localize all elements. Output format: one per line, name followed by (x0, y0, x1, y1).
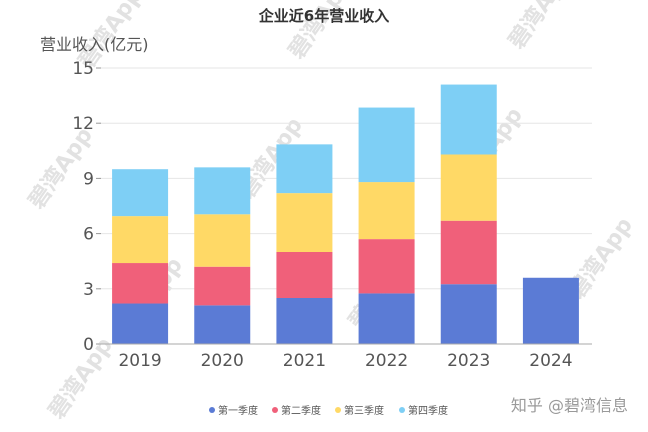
bar-2019-第二季度 (112, 263, 169, 304)
y-tick-label: 12 (72, 114, 94, 134)
y-axis-label: 营业收入(亿元) (40, 35, 149, 54)
bar-2021-第二季度 (276, 252, 333, 298)
bar-2020-第三季度 (194, 214, 251, 267)
x-tick-label: 2019 (118, 351, 161, 371)
bar-2023-第二季度 (440, 220, 497, 285)
y-tick-label: 0 (83, 335, 94, 355)
axes: 0 3 6 9 12 15 2019 2020 2021 2022 2023 2024 (72, 59, 592, 371)
x-tick-label: 2020 (201, 351, 244, 371)
x-tick-label: 2024 (529, 351, 572, 371)
bar-2020-第一季度 (194, 305, 251, 344)
y-tick-label: 3 (83, 280, 94, 300)
bar-2022-第二季度 (358, 239, 415, 294)
bar-2023-第一季度 (440, 284, 497, 344)
legend-item[interactable]: 第四季度 (399, 404, 448, 417)
bar-2022-第一季度 (358, 293, 415, 344)
grid-lines (99, 67, 592, 290)
bar-2020-第二季度 (194, 266, 251, 306)
legend-label: 第二季度 (281, 404, 321, 417)
legend-label: 第三季度 (344, 404, 384, 417)
legend-item[interactable]: 第一季度 (209, 404, 258, 417)
bar-2021-第一季度 (276, 298, 333, 344)
bar-2021-第三季度 (276, 193, 333, 252)
watermark-text: 碧湾App (43, 333, 118, 425)
bar-2022-第三季度 (358, 182, 415, 240)
legend-item[interactable]: 第二季度 (272, 404, 321, 417)
legend: 第一季度 第二季度 第三季度 第四季度 (209, 404, 448, 417)
legend-item[interactable]: 第三季度 (335, 404, 384, 417)
bar-2023-第四季度 (440, 84, 497, 155)
bar-2019-第一季度 (112, 303, 169, 344)
x-tick-label: 2021 (283, 351, 326, 371)
y-tick-label: 15 (72, 59, 94, 79)
legend-marker (335, 407, 341, 413)
bar-2019-第四季度 (112, 169, 169, 217)
bar-2020-第四季度 (194, 167, 251, 215)
bar-2022-第四季度 (358, 107, 415, 183)
chart-title: 企业近6年营业收入 (258, 7, 389, 25)
y-tick-label: 6 (83, 225, 94, 245)
bar-2019-第三季度 (112, 216, 169, 264)
legend-marker (209, 407, 215, 413)
x-tick-label: 2023 (447, 351, 490, 371)
bar-2023-第三季度 (440, 154, 497, 221)
x-tick-label: 2022 (365, 351, 408, 371)
watermark-credit: 知乎 @碧湾信息 (511, 396, 628, 415)
legend-label: 第四季度 (408, 404, 448, 417)
bar-layer (112, 84, 579, 344)
bar-2021-第四季度 (276, 144, 333, 194)
legend-marker (399, 407, 405, 413)
bar-2024-第一季度 (522, 277, 579, 344)
y-tick-label: 9 (83, 169, 94, 189)
legend-marker (272, 407, 278, 413)
watermark-text: 碧湾App (503, 0, 578, 54)
legend-label: 第一季度 (218, 404, 258, 417)
